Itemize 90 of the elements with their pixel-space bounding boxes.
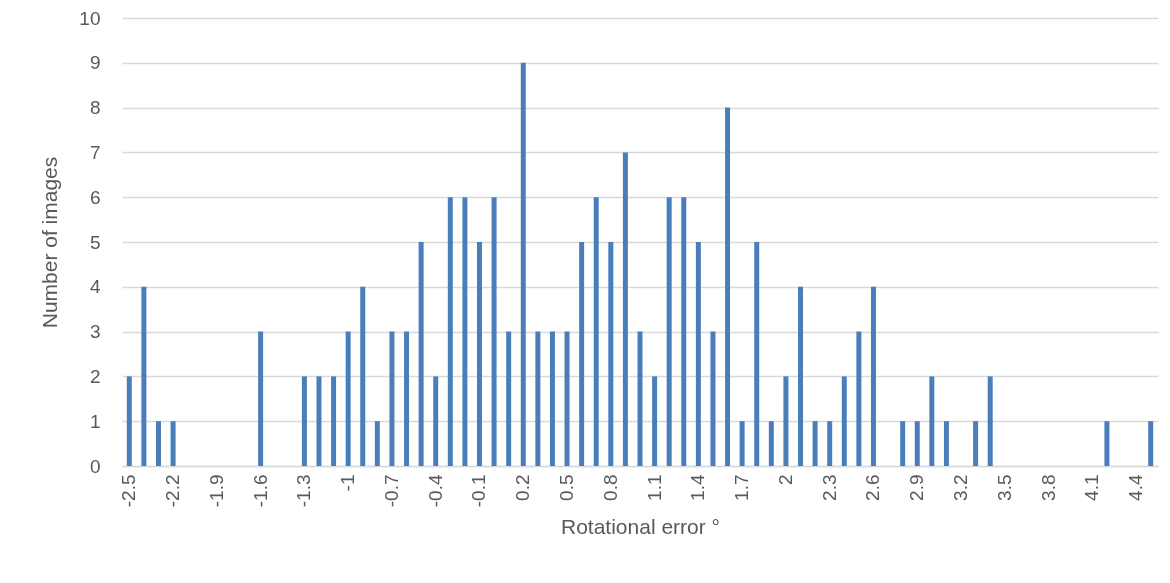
- x-tick-label: 1.7: [731, 474, 753, 501]
- x-tick-label: 3.2: [950, 474, 972, 501]
- bar: [841, 376, 847, 466]
- bar: [973, 421, 979, 466]
- bar: [1148, 421, 1154, 466]
- y-tick-label: 2: [89, 365, 101, 387]
- bar: [579, 242, 585, 466]
- y-tick-label: 0: [89, 455, 101, 477]
- bar: [652, 376, 658, 466]
- bar: [798, 286, 804, 466]
- bar: [900, 421, 906, 466]
- x-tick-label: -0.4: [424, 474, 446, 508]
- x-tick-label: -1.3: [293, 474, 315, 508]
- x-tick-label: 3.5: [993, 474, 1015, 501]
- bar: [258, 331, 264, 466]
- bar: [360, 286, 366, 466]
- bar: [345, 331, 351, 466]
- bar: [812, 421, 818, 466]
- x-axis-title: Rotational error °: [561, 515, 720, 539]
- bar: [301, 376, 307, 466]
- x-tick-label: 2.9: [906, 474, 928, 501]
- bar: [476, 242, 482, 466]
- x-tick-label: 1.4: [687, 474, 709, 501]
- bar: [170, 421, 176, 466]
- bar: [549, 331, 555, 466]
- bar: [316, 376, 322, 466]
- bar: [564, 331, 570, 466]
- x-tick-label: 4.4: [1125, 474, 1147, 501]
- bar: [1104, 421, 1110, 466]
- y-tick-label: 1: [89, 410, 101, 432]
- bar: [520, 62, 526, 466]
- bar: [462, 197, 468, 466]
- x-tick-label: 0.2: [512, 474, 534, 501]
- x-tick-label: 1.1: [643, 474, 665, 501]
- x-tick-label: 0.5: [556, 474, 578, 501]
- bar: [666, 197, 672, 466]
- bar: [768, 421, 774, 466]
- y-tick-label: 6: [89, 186, 101, 208]
- x-tick-label: 4.1: [1081, 474, 1103, 501]
- x-tick-label: -2.2: [162, 474, 184, 508]
- bar: [681, 197, 687, 466]
- x-tick-label: -1: [337, 474, 359, 492]
- bar: [447, 197, 453, 466]
- x-tick-label: -0.1: [468, 474, 490, 508]
- y-tick-label: 3: [89, 321, 101, 343]
- y-tick-label: 4: [89, 276, 101, 298]
- bar: [535, 331, 541, 466]
- x-tick-label: 3.8: [1037, 474, 1059, 501]
- bar: [637, 331, 643, 466]
- y-tick-label: 9: [89, 52, 101, 74]
- bar: [433, 376, 439, 466]
- y-tick-label: 10: [79, 7, 101, 29]
- bar: [827, 421, 833, 466]
- bar: [404, 331, 410, 466]
- bar: [491, 197, 497, 466]
- bar: [695, 242, 701, 466]
- x-tick-label: -1.6: [249, 474, 271, 508]
- bar: [783, 376, 789, 466]
- x-tick-label: -1.9: [205, 474, 227, 508]
- bar: [506, 331, 512, 466]
- bar: [608, 242, 614, 466]
- bar: [126, 376, 132, 466]
- x-tick-label: -2.5: [118, 474, 140, 508]
- x-tick-label: 2.6: [862, 474, 884, 501]
- bar: [710, 331, 716, 466]
- bar: [374, 421, 380, 466]
- bar: [870, 286, 876, 466]
- bar: [141, 286, 147, 466]
- bar: [739, 421, 745, 466]
- y-axis-title: Number of images: [38, 156, 62, 329]
- y-tick-label: 7: [89, 141, 101, 163]
- y-tick-label: 5: [89, 231, 101, 253]
- x-tick-label: 0.8: [599, 474, 621, 501]
- bar: [331, 376, 337, 466]
- x-tick-label: -0.7: [380, 474, 402, 508]
- bar: [754, 242, 760, 466]
- x-tick-label: 2: [774, 474, 796, 486]
- bar: [622, 152, 628, 466]
- x-tick-label: 2.3: [818, 474, 840, 501]
- bar: [914, 421, 920, 466]
- bar: [929, 376, 935, 466]
- bar: [418, 242, 424, 466]
- bar: [593, 197, 599, 466]
- bar: [389, 331, 395, 466]
- bar: [725, 107, 731, 466]
- y-tick-label: 8: [89, 97, 101, 119]
- bar: [943, 421, 949, 466]
- bar: [987, 376, 993, 466]
- bar: [856, 331, 862, 466]
- bar: [155, 421, 161, 466]
